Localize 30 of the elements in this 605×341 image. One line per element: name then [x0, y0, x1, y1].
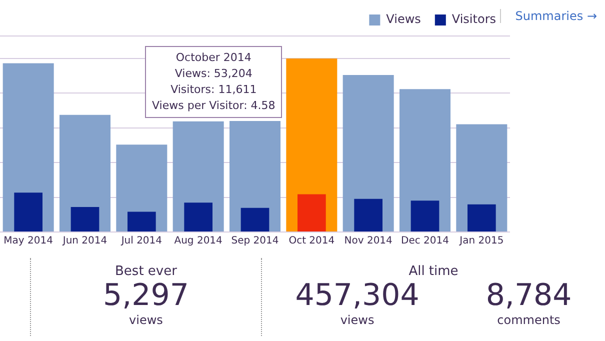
text: 5,297 [102, 278, 190, 313]
x-tick-label: Nov 2014 [344, 236, 392, 247]
text: 457,304 [295, 278, 420, 313]
text: Best ever [114, 264, 178, 279]
x-tick-label: Oct 2014 [288, 236, 335, 247]
legend-label: Visitors [452, 12, 496, 26]
text: comments [496, 313, 562, 327]
bar [70, 207, 100, 232]
text: views [339, 313, 376, 327]
text: Summaries → [500, 9, 597, 23]
text: views [128, 313, 164, 327]
x-tick-label: May 2014 [4, 236, 53, 247]
bar [240, 208, 270, 232]
legend-label: Views [386, 12, 421, 26]
x-tick-label: Jun 2014 [62, 236, 108, 247]
bar [298, 194, 326, 232]
x-tick-label: Sep 2014 [231, 236, 279, 247]
text: 8,784 [486, 278, 572, 313]
bar [128, 212, 156, 232]
bar [468, 204, 496, 232]
annotation: October 2014 Views: 53,204 Visitors: 11,611 Views per Visitor: 4.58 [152, 50, 276, 114]
text: All time [408, 264, 460, 279]
x-tick-label: Aug 2014 [174, 236, 222, 247]
x-tick-label: Jan 2015 [458, 236, 504, 247]
x-tick-label: Jul 2014 [120, 236, 162, 247]
bar [184, 202, 212, 232]
bar [410, 200, 440, 232]
bar [14, 192, 42, 232]
bar [354, 198, 382, 232]
x-tick-label: Dec 2014 [401, 236, 449, 247]
